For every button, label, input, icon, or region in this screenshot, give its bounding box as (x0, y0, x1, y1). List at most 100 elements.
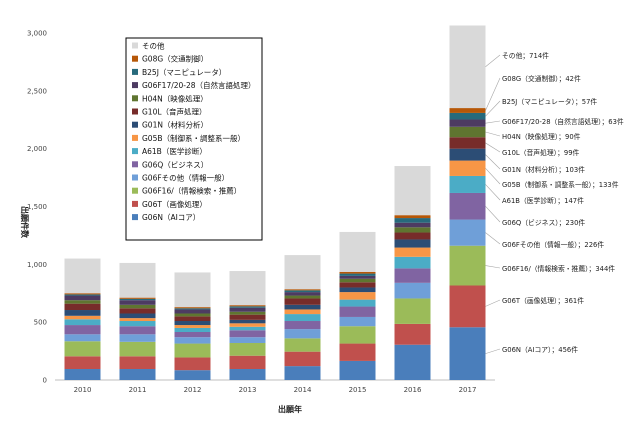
bar-segment (284, 329, 321, 339)
bar-segment (449, 25, 486, 109)
annotation-leader (485, 142, 501, 153)
bar-segment (394, 227, 431, 233)
bar-segment (64, 341, 101, 357)
bar-segment (119, 321, 156, 327)
bar-segment (174, 357, 211, 371)
data-annotation: G06F17/20-28（自然言語処理）；63件 (502, 117, 624, 126)
bar-segment (229, 337, 266, 343)
data-annotation: その他；714件 (502, 51, 549, 60)
bar-segment (64, 356, 101, 370)
data-annotation: A61B（医学診断）；147件 (502, 196, 584, 205)
bar-segment (174, 321, 211, 326)
bar-segment (284, 298, 321, 305)
y-tick-label: 0 (43, 377, 47, 385)
legend-swatch (132, 187, 138, 194)
x-tick-label: 2014 (294, 386, 312, 394)
bar-segment (394, 298, 431, 324)
legend-swatch (132, 148, 138, 155)
bar-segment (119, 326, 156, 335)
annotation-leader (485, 77, 501, 111)
data-annotation: G06Q（ビジネス）；230件 (502, 218, 585, 227)
legend-label: G08G（交通制御） (142, 54, 208, 64)
x-tick-label: 2017 (459, 386, 477, 394)
bar-segment (229, 307, 266, 312)
bar-segment (339, 278, 376, 283)
bar-segment (394, 344, 431, 380)
annotation-leader (485, 299, 501, 307)
bar-segment (449, 192, 486, 220)
legend-label: B25J（マニピュレータ） (142, 68, 226, 77)
bar-segment (174, 272, 211, 308)
bar-segment (119, 297, 156, 299)
bar-segment (449, 112, 486, 120)
x-tick-label: 2015 (349, 386, 367, 394)
bar-segment (64, 300, 101, 304)
bar-segment (339, 292, 376, 300)
bar-segment (449, 327, 486, 380)
bar-segment (339, 326, 376, 344)
annotation-leader (485, 232, 501, 245)
bar-segment (174, 343, 211, 358)
bar-segment (229, 342, 266, 356)
bar-segment (174, 331, 211, 338)
bar-segment (174, 316, 211, 322)
bar-segment (339, 271, 376, 274)
bar-segment (339, 343, 376, 361)
bar-segment (339, 316, 376, 327)
bar-segment (284, 309, 321, 315)
bar-segment (64, 293, 101, 295)
bar-segment (284, 289, 321, 291)
x-tick-label: 2013 (239, 386, 257, 394)
legend-label: G05B（制御系・調整系一般） (142, 133, 245, 143)
bar-segment (339, 360, 376, 380)
y-tick-label: 1,500 (27, 203, 47, 211)
bar-segment (119, 304, 156, 309)
x-axis-title: 出願年 (278, 404, 302, 414)
bar-segment (284, 255, 321, 290)
y-tick-label: 2,500 (27, 87, 47, 95)
bar-segment (339, 231, 376, 272)
legend-label: その他 (142, 41, 165, 51)
y-tick-label: 1,000 (27, 261, 47, 269)
x-tick-label: 2012 (184, 386, 202, 394)
legend-swatch (132, 121, 138, 128)
bar-segment (64, 303, 101, 311)
bar-segment (339, 306, 376, 317)
bar-segment (174, 309, 211, 314)
legend-swatch (132, 42, 138, 49)
x-tick-label: 2016 (404, 386, 422, 394)
legend-swatch (132, 174, 138, 181)
bar-segment (64, 325, 101, 335)
legend-swatch (132, 95, 138, 102)
bar-segment (64, 294, 101, 296)
x-axis-ticks: 2010 2011 2012 2013 2014 2015 2016 2017 (74, 386, 477, 394)
bar-segment (394, 282, 431, 299)
bar-segment (394, 218, 431, 223)
bar-segment (119, 369, 156, 380)
legend-swatch (132, 161, 138, 168)
bar-segment (229, 369, 266, 380)
bar-segment (449, 126, 486, 138)
bar-segment (339, 287, 376, 293)
bar-segment (174, 313, 211, 317)
bar-segment (119, 313, 156, 319)
legend-swatch (132, 55, 138, 62)
bar-segment (449, 219, 486, 246)
bar-segment (284, 366, 321, 380)
y-tick-label: 3,000 (27, 30, 47, 38)
data-annotation: G10L（音声処理）；99件 (502, 148, 580, 157)
bar-segment (394, 215, 431, 219)
bar-segment (229, 330, 266, 338)
legend-label: G06Fその他（情報一般） (142, 173, 229, 183)
legend-label: G06T（画像処理） (142, 199, 207, 209)
bar-segment (449, 137, 486, 149)
data-annotation: G06T（画像処理）；361件 (502, 296, 584, 305)
bar-segment (174, 308, 211, 310)
bar-segment (394, 166, 431, 216)
annotation-leader (485, 184, 501, 201)
bar-segment (119, 262, 156, 298)
bar-segment (119, 318, 156, 322)
data-annotations: その他；714件 G08G（交通制御）；42件 B25J（マニピュレータ）；57件 G… (485, 51, 624, 354)
bar-segment (174, 370, 211, 380)
bar-segment (394, 247, 431, 257)
